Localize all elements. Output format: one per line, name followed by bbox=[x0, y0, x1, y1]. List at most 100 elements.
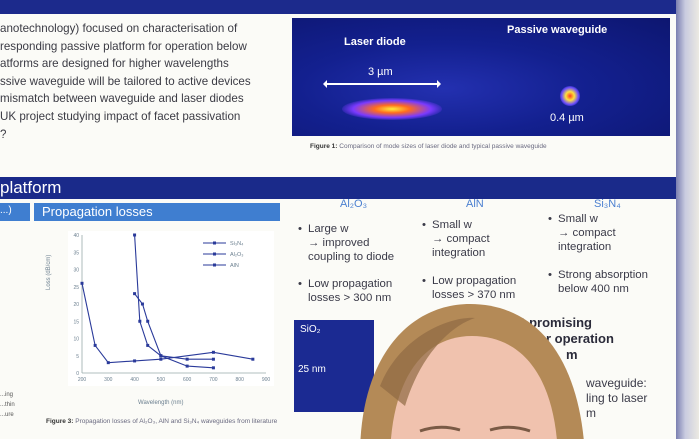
data-point bbox=[251, 357, 255, 361]
y-tick-label: 10 bbox=[73, 337, 79, 343]
intro-line: anotechnology) focused on characterisati… bbox=[0, 22, 238, 35]
data-point bbox=[211, 350, 215, 354]
figure-3-caption: Figure 3: Propagation losses of Al₂O₃, A… bbox=[46, 418, 286, 426]
bullet-si3n4-1: • Small w → compact integration bbox=[548, 213, 616, 253]
section-band bbox=[0, 177, 676, 199]
conclusion-line: m bbox=[586, 406, 596, 420]
bullet-al2o3-2: • Low propagation losses > 300 nm bbox=[298, 278, 393, 304]
column-head-al2o3: Al₂O₃ bbox=[340, 198, 368, 210]
legend-label: AlN bbox=[230, 263, 239, 269]
subsection-title: Propagation losses bbox=[42, 204, 153, 219]
bullet-line: → compact bbox=[432, 233, 490, 245]
conclusion-line: ling to laser bbox=[586, 391, 648, 405]
y-tick-label: 15 bbox=[73, 319, 79, 325]
data-point bbox=[140, 302, 144, 306]
subsection-left: ...) bbox=[0, 203, 30, 221]
x-tick-label: 900 bbox=[262, 377, 271, 383]
left-snippet-line: ...thin bbox=[0, 402, 15, 408]
series-line-2 bbox=[134, 293, 214, 369]
passive-waveguide-label: Passive waveguide bbox=[507, 24, 608, 36]
x-tick-label: 200 bbox=[78, 377, 87, 383]
presenter-photo bbox=[360, 304, 584, 439]
y-tick-label: 0 bbox=[76, 371, 79, 377]
column-head-si3n4: Si₃N₄ bbox=[594, 198, 621, 210]
subsection-propagation-losses: Propagation losses bbox=[34, 203, 280, 221]
dimension-arrow bbox=[323, 80, 441, 88]
figure-3-caption-label: Figure 3: bbox=[46, 418, 74, 425]
legend-label: Al₂O₃ bbox=[230, 252, 244, 258]
y-tick-label: 5 bbox=[76, 354, 79, 360]
figure-1-image: Laser diode Passive waveguide 3 µm 0.4 µ… bbox=[292, 18, 670, 136]
bullet-line: Low propagation bbox=[432, 275, 517, 287]
intro-line: responding passive platform for operatio… bbox=[0, 39, 247, 53]
bullet-line: Low propagation bbox=[308, 278, 393, 290]
left-snippet-line: ...ing bbox=[0, 392, 14, 398]
waveguide-mode-spot bbox=[560, 86, 580, 106]
bullet-line: → compact bbox=[558, 227, 616, 239]
figure-1-caption-label: Figure 1: bbox=[310, 143, 338, 150]
data-point bbox=[159, 357, 163, 361]
bullet-line: losses > 300 nm bbox=[308, 292, 392, 304]
x-tick-label: 300 bbox=[104, 377, 113, 383]
data-point bbox=[93, 343, 97, 347]
data-point bbox=[133, 292, 137, 296]
x-tick-label: 500 bbox=[157, 377, 166, 383]
laser-diode-label: Laser diode bbox=[344, 36, 406, 48]
data-point bbox=[185, 357, 189, 361]
poster-frame bbox=[676, 0, 699, 439]
legend-marker bbox=[213, 241, 216, 245]
data-point bbox=[80, 281, 84, 285]
conclusion-line: waveguide: bbox=[586, 376, 647, 390]
data-point bbox=[133, 359, 137, 363]
data-point bbox=[159, 354, 163, 358]
figure-4-image: SiO₂ 25 nm bbox=[294, 320, 374, 412]
left-snippet: ...ing ...thin ...ure bbox=[0, 390, 15, 420]
bullet-line: integration bbox=[558, 241, 612, 253]
laser-mode-spot bbox=[342, 98, 442, 120]
chart-y-axis-label: Loss (dB/cm) bbox=[46, 254, 52, 290]
x-tick-label: 800 bbox=[236, 377, 245, 383]
sio2-label: SiO₂ bbox=[300, 324, 321, 335]
bullet-line: integration bbox=[432, 247, 486, 259]
bullet-line: below 400 nm bbox=[558, 283, 629, 295]
data-point bbox=[138, 319, 142, 323]
most-promising-line: m bbox=[566, 347, 578, 362]
x-tick-label: 600 bbox=[183, 377, 192, 383]
figure-1-caption-text: Comparison of mode sizes of laser diode … bbox=[339, 143, 547, 150]
x-tick-label: 700 bbox=[209, 377, 218, 383]
most-promising-line: r operation bbox=[546, 331, 614, 346]
bullet-line: coupling to diode bbox=[308, 251, 395, 263]
legend-label: Si₃N₄ bbox=[230, 241, 244, 247]
bullet-line: → improved bbox=[308, 237, 370, 249]
bullet-al2o3-1: • Large w → improved coupling to diode bbox=[298, 223, 395, 263]
legend-marker bbox=[213, 263, 216, 267]
intro-line: ssive waveguide will be tailored to acti… bbox=[0, 74, 251, 88]
series-line-0 bbox=[134, 234, 214, 360]
y-tick-label: 40 bbox=[73, 233, 79, 239]
data-point bbox=[146, 343, 150, 347]
passive-width-label: 0.4 µm bbox=[550, 112, 584, 124]
bullet-line: Strong absorption bbox=[558, 269, 648, 281]
top-band bbox=[0, 0, 676, 14]
intro-line: UK project studying impact of facet pass… bbox=[0, 109, 241, 123]
figure-1-caption: Figure 1: Comparison of mode sizes of la… bbox=[310, 143, 547, 150]
intro-text: anotechnology) focused on characterisati… bbox=[0, 20, 285, 143]
left-snippet-line: ...ure bbox=[0, 412, 14, 418]
section-title: platform bbox=[0, 178, 62, 197]
x-tick-label: 400 bbox=[130, 377, 139, 383]
y-tick-label: 25 bbox=[73, 285, 79, 291]
subsection-left-label: ...) bbox=[0, 205, 12, 216]
series-line-1 bbox=[81, 283, 253, 364]
bullet-line: Small w bbox=[558, 213, 598, 225]
bullet-si3n4-2: • Strong absorption below 400 nm bbox=[548, 269, 648, 295]
intro-line: atforms are designed for higher waveleng… bbox=[0, 57, 229, 71]
data-point bbox=[211, 366, 215, 370]
y-tick-label: 20 bbox=[73, 302, 79, 308]
data-point bbox=[133, 233, 137, 237]
data-point bbox=[185, 364, 189, 368]
legend-marker bbox=[213, 252, 216, 256]
bullet-line: Large w bbox=[308, 223, 349, 235]
data-point bbox=[211, 357, 215, 361]
bullet-line: losses > 370 nm bbox=[432, 289, 516, 301]
